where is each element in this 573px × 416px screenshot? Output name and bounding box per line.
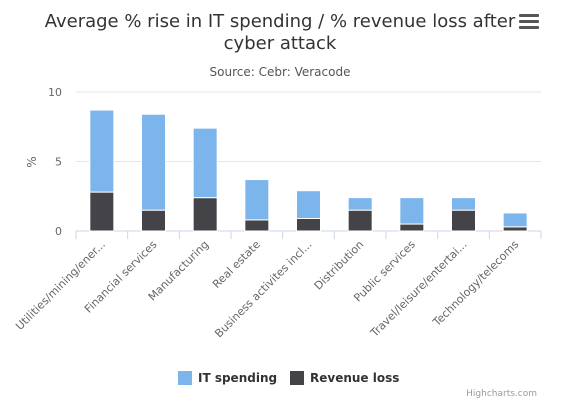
bar-it-spending[interactable] — [244, 179, 270, 221]
bar-it-spending[interactable] — [192, 127, 218, 199]
bar-it-spending[interactable] — [347, 197, 373, 211]
menu-icon-bar — [519, 20, 539, 23]
bar-revenue-loss[interactable] — [192, 197, 218, 232]
chart-title-line-1: Average % rise in IT spending / % revenu… — [45, 11, 516, 32]
bar-it-spending[interactable] — [296, 190, 321, 219]
credits-link[interactable]: Highcharts.com — [466, 389, 537, 399]
y-axis-title: % — [25, 156, 39, 167]
x-axis-labels: Utilities/mining/ener...Financial servic… — [13, 231, 542, 340]
chart-subtitle: Source: Cebr: Veracode — [210, 65, 351, 79]
bar-revenue-loss[interactable] — [451, 209, 476, 232]
bar-series — [89, 109, 528, 232]
x-tick-label: Utilities/mining/ener... — [13, 238, 108, 333]
legend-label[interactable]: IT spending — [198, 371, 277, 385]
menu-icon-bar — [519, 14, 539, 17]
y-tick-label: 0 — [55, 225, 62, 238]
legend-label[interactable]: Revenue loss — [310, 371, 399, 385]
menu-icon-bar — [519, 26, 539, 29]
bar-it-spending[interactable] — [141, 113, 166, 211]
y-tick-label: 5 — [55, 156, 62, 169]
chart-title-line-2: cyber attack — [224, 33, 337, 54]
bar-revenue-loss[interactable] — [141, 209, 166, 232]
y-tick-label: 10 — [48, 86, 62, 99]
bar-revenue-loss[interactable] — [502, 226, 528, 232]
legend-swatch[interactable] — [178, 371, 192, 385]
bar-revenue-loss[interactable] — [89, 191, 115, 232]
x-tick-label: Business activites incl... — [212, 238, 314, 340]
bar-it-spending[interactable] — [502, 212, 528, 228]
hamburger-menu-icon[interactable] — [519, 14, 539, 30]
bar-revenue-loss[interactable] — [296, 217, 321, 232]
x-tick-label: Distribution — [312, 238, 367, 293]
bar-it-spending[interactable] — [89, 109, 115, 193]
legend-swatch[interactable] — [290, 371, 304, 385]
y-axis-ticks: 0 5 10 — [48, 86, 62, 238]
bar-it-spending[interactable] — [399, 197, 425, 225]
x-tick-label: Technology/telecoms — [430, 238, 522, 330]
legend: IT spending Revenue loss — [178, 371, 399, 385]
bar-revenue-loss[interactable] — [347, 209, 373, 232]
x-tick-label: Travel/leisure/entertai... — [367, 238, 469, 340]
bar-revenue-loss[interactable] — [399, 223, 425, 232]
bar-it-spending[interactable] — [451, 197, 476, 211]
x-tick-label: Real estate — [210, 238, 263, 291]
bar-revenue-loss[interactable] — [244, 219, 270, 232]
